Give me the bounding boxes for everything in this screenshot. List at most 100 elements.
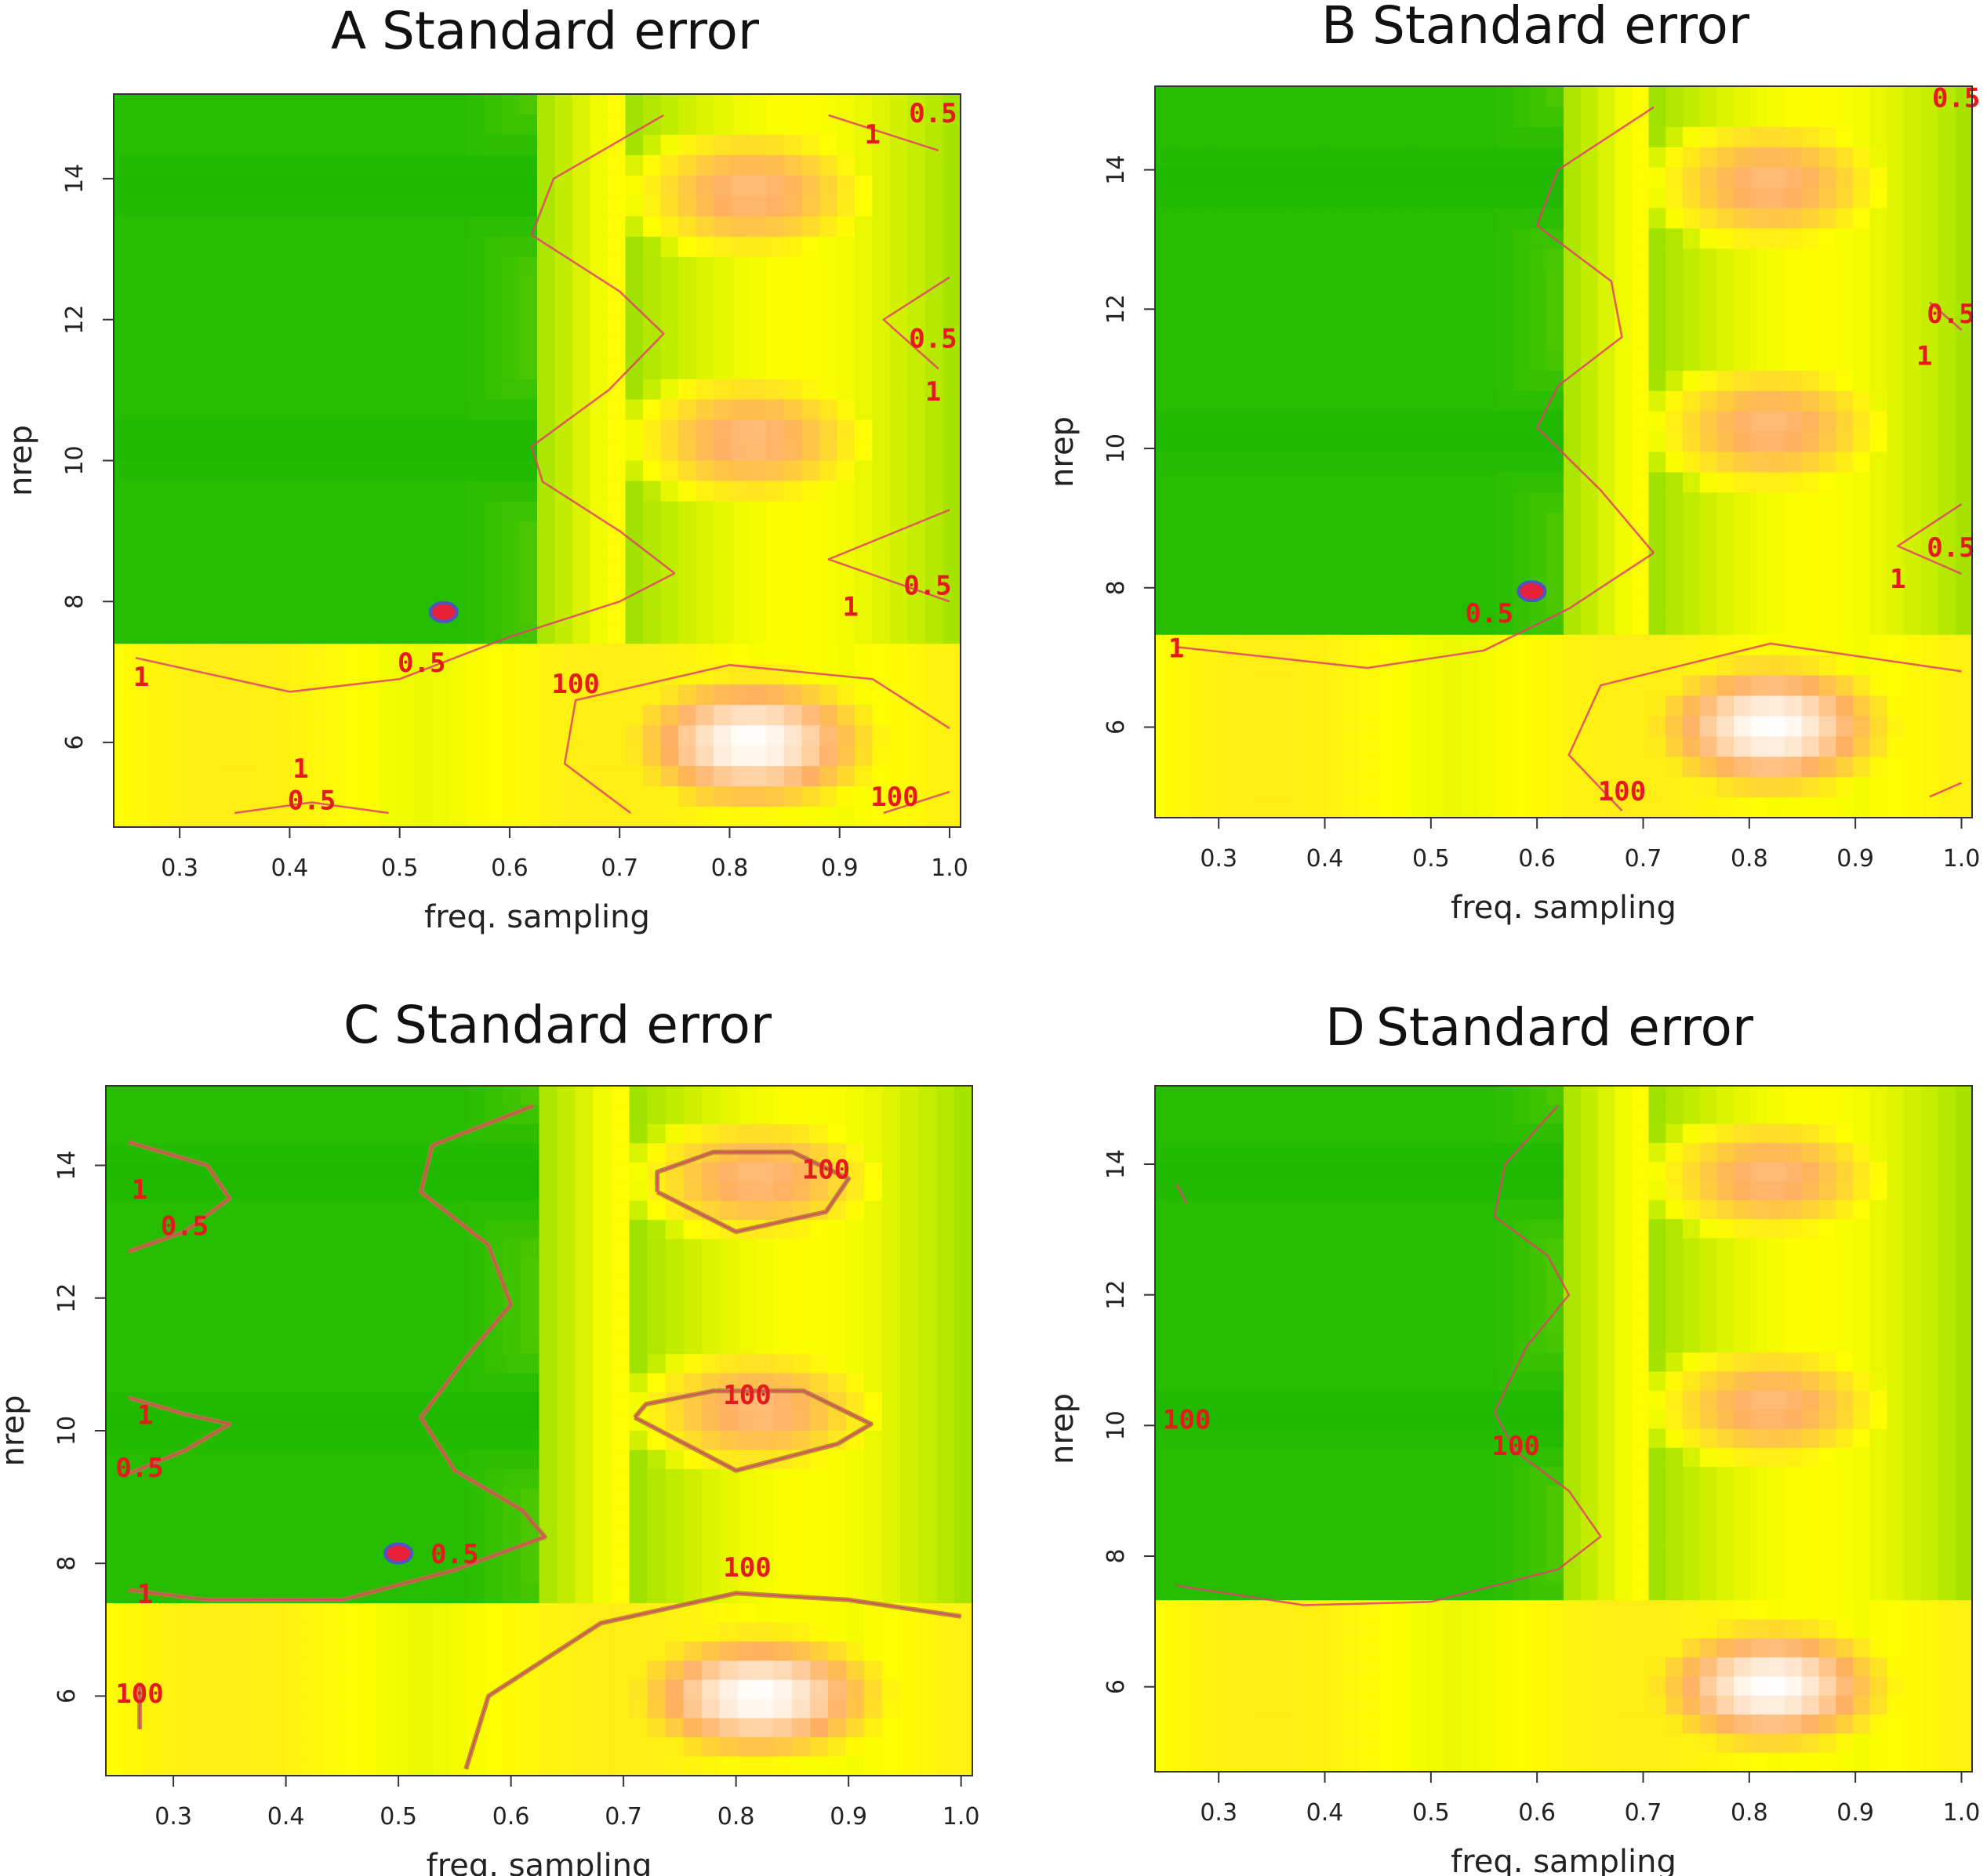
heatmap-cell <box>340 1181 359 1202</box>
heatmap-cell <box>1376 533 1394 554</box>
heatmap-cell <box>1222 492 1241 513</box>
heatmap-cell <box>1376 492 1394 513</box>
heatmap-cell <box>809 1296 829 1316</box>
heatmap-cell <box>660 338 679 360</box>
heatmap-cell <box>925 195 944 217</box>
heatmap-cell <box>1393 350 1411 372</box>
heatmap-cell <box>1546 411 1564 433</box>
heatmap-cell <box>178 1756 197 1776</box>
heatmap-cell <box>647 1123 667 1144</box>
heatmap-cell <box>378 94 397 115</box>
heatmap-cell <box>1818 492 1836 513</box>
heatmap-cell <box>304 1373 323 1393</box>
heatmap-cell <box>1631 472 1650 493</box>
heatmap-cell <box>625 94 644 115</box>
heatmap-cell <box>184 379 203 401</box>
heatmap-cell <box>521 1584 540 1604</box>
heatmap-cell <box>1393 370 1411 392</box>
heatmap-cell <box>731 440 750 462</box>
heatmap-cell <box>1427 593 1445 615</box>
heatmap-cell <box>665 1315 685 1336</box>
heatmap-cell <box>1410 411 1428 433</box>
heatmap-cell <box>358 1296 377 1316</box>
heatmap-cell <box>1495 289 1513 310</box>
heatmap-cell <box>678 542 697 563</box>
heatmap-cell <box>719 1431 739 1451</box>
heatmap-cell <box>1716 695 1735 717</box>
heatmap-cell <box>1648 736 1666 757</box>
heatmap-cell <box>660 766 679 787</box>
heatmap-cell <box>1785 289 1803 310</box>
heatmap-cell <box>1648 289 1666 310</box>
heatmap-cell <box>394 1373 413 1393</box>
heatmap-cell <box>1853 513 1871 534</box>
heatmap-cell <box>1171 411 1190 433</box>
heatmap-cell <box>202 766 220 787</box>
heatmap-cell <box>1716 126 1735 148</box>
heatmap-cell <box>1938 208 1956 230</box>
heatmap-cell <box>394 1431 413 1451</box>
heatmap-cell <box>1564 269 1582 290</box>
heatmap-cell <box>1615 167 1633 189</box>
heatmap-cell <box>376 1373 395 1393</box>
heatmap-cell <box>519 562 538 583</box>
heatmap-cell <box>1410 634 1428 656</box>
heatmap-cell <box>1257 614 1275 636</box>
heatmap-cell <box>890 114 909 136</box>
heatmap-cell <box>149 338 168 360</box>
heatmap-cell <box>1206 289 1224 310</box>
heatmap-cell <box>325 338 344 360</box>
heatmap-cell <box>1308 350 1326 372</box>
heatmap-cell <box>714 256 732 278</box>
heatmap-cell <box>232 1737 251 1758</box>
heatmap-cell <box>1291 147 1309 169</box>
heatmap-cell <box>1750 533 1769 554</box>
heatmap-cell <box>1580 411 1599 433</box>
heatmap-cell <box>467 521 485 542</box>
heatmap-cell <box>855 644 874 665</box>
heatmap-cell <box>1904 675 1922 697</box>
heatmap-cell <box>220 256 238 278</box>
heatmap-cell <box>1410 513 1428 534</box>
heatmap-cell <box>539 1699 558 1719</box>
heatmap-cell <box>1512 330 1531 351</box>
heatmap-cell <box>272 134 291 156</box>
heatmap-cell <box>304 1756 323 1776</box>
heatmap-cell <box>124 1315 143 1336</box>
heatmap-cell <box>660 297 679 319</box>
heatmap-cell <box>590 460 608 482</box>
heatmap-cell <box>1615 695 1633 717</box>
heatmap-cell <box>593 1468 612 1489</box>
heatmap-cell <box>325 766 344 787</box>
heatmap-cell <box>449 1296 468 1316</box>
heatmap-cell <box>255 379 274 401</box>
heatmap-cell <box>376 1239 395 1259</box>
heatmap-cell <box>1444 228 1462 249</box>
heatmap-cell <box>1222 716 1241 737</box>
heatmap-cell <box>343 358 361 380</box>
heatmap-cell <box>1529 431 1547 453</box>
heatmap-cell <box>773 1258 793 1279</box>
heatmap-cell <box>358 1143 377 1163</box>
heatmap-cell <box>1495 106 1513 128</box>
heatmap-cell <box>343 399 361 421</box>
heatmap-cell <box>575 1545 594 1566</box>
heatmap-cell <box>1767 126 1785 148</box>
heatmap-cell <box>749 542 768 563</box>
heatmap-cell <box>376 1660 395 1681</box>
heatmap-cell <box>1155 86 1173 107</box>
heatmap-cell <box>340 1296 359 1316</box>
heatmap-cell <box>1767 553 1785 575</box>
heatmap-cell <box>503 1450 522 1470</box>
heatmap-cell <box>791 1488 811 1508</box>
heatmap-cell <box>178 1086 197 1106</box>
heatmap-cell <box>1529 187 1547 209</box>
heatmap-cell <box>184 705 203 726</box>
heatmap-cell <box>819 807 838 828</box>
heatmap-cell <box>378 623 397 644</box>
heatmap-cell <box>1666 228 1684 249</box>
heatmap-cell <box>361 195 380 217</box>
heatmap-cell <box>890 644 909 665</box>
heatmap-cell <box>701 1315 721 1336</box>
heatmap-cell <box>1342 310 1360 331</box>
